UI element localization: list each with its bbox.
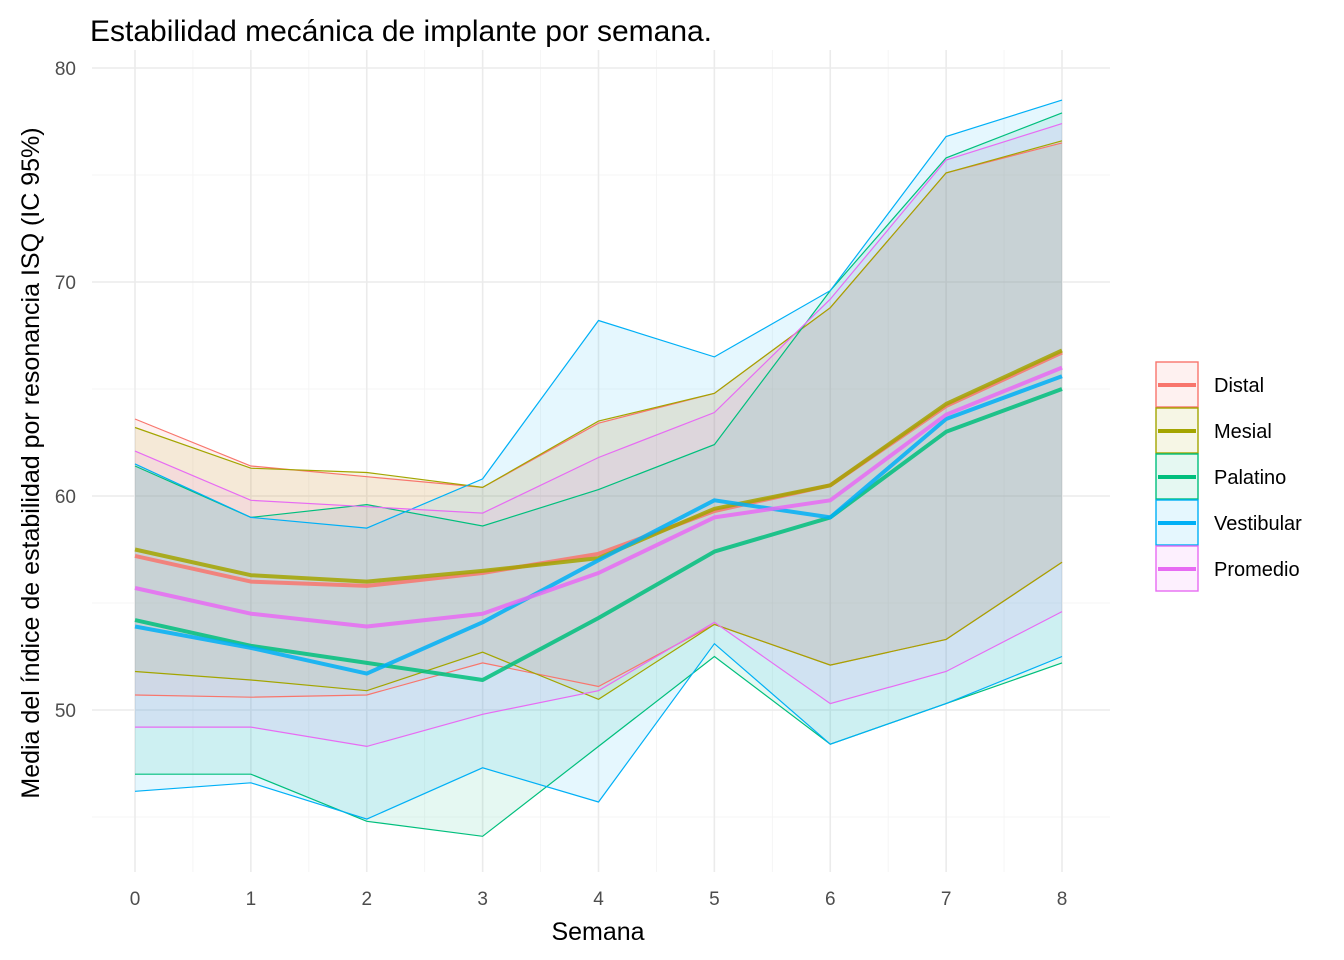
mean-line-palatino [134, 387, 1063, 682]
ci-ribbon-distal [135, 142, 1062, 698]
ci-bound-lines [134, 99, 1063, 837]
y-tick-label: 70 [55, 273, 76, 294]
legend-item-palatino: Palatino [1155, 453, 1286, 500]
y-axis-title: Media del índice de estabilidad por reso… [17, 127, 45, 798]
ci-ribbon-mesial [135, 140, 1062, 700]
legend-label-promedio: Promedio [1214, 559, 1300, 581]
x-axis-title: Semana [551, 918, 644, 946]
ci-upper-line-promedio [134, 123, 1063, 514]
legend-item-distal: Distal [1155, 361, 1264, 408]
mean-lines [134, 348, 1063, 682]
legend-label-palatino: Palatino [1214, 467, 1286, 489]
x-tick-label: 0 [130, 889, 141, 910]
legend-label-vestibular: Vestibular [1214, 513, 1302, 535]
mean-line-promedio [134, 365, 1063, 629]
mean-line-vestibular [134, 374, 1063, 676]
y-axis-ticks: 50 60 70 80 [55, 59, 76, 722]
x-tick-label: 3 [477, 889, 488, 910]
x-axis-ticks: 0 1 2 3 4 5 6 7 8 [130, 889, 1068, 910]
legend-item-mesial: Mesial [1155, 407, 1272, 454]
x-tick-label: 5 [709, 889, 720, 910]
ci-ribbons [135, 100, 1062, 837]
ci-upper-line-vestibular [134, 99, 1063, 529]
x-tick-label: 2 [361, 889, 372, 910]
y-tick-label: 80 [55, 59, 76, 80]
ci-lower-line-vestibular [134, 642, 1063, 820]
ci-ribbon-vestibular [135, 100, 1062, 820]
legend-item-vestibular: Vestibular [1155, 499, 1302, 546]
chart-title: Estabilidad mecánica de implante por sem… [90, 15, 712, 48]
ci-upper-line-mesial [134, 140, 1063, 489]
ci-upper-line-palatino [134, 112, 1063, 527]
ci-ribbon-palatino [135, 112, 1062, 837]
x-tick-label: 7 [941, 889, 952, 910]
grid [92, 50, 1110, 872]
x-tick-label: 4 [593, 889, 604, 910]
legend: Distal Mesial Palatino Vestibular Promedio [1155, 361, 1302, 592]
legend-label-mesial: Mesial [1214, 421, 1272, 443]
y-tick-label: 50 [55, 701, 76, 722]
x-tick-label: 1 [246, 889, 257, 910]
ci-ribbon-promedio [135, 123, 1062, 747]
ci-lower-line-mesial [134, 561, 1063, 700]
x-tick-label: 8 [1057, 889, 1068, 910]
x-tick-label: 6 [825, 889, 836, 910]
legend-item-promedio: Promedio [1155, 545, 1300, 592]
y-tick-label: 60 [55, 487, 76, 508]
ci-lower-line-promedio [135, 611, 1063, 748]
legend-label-distal: Distal [1214, 375, 1264, 397]
